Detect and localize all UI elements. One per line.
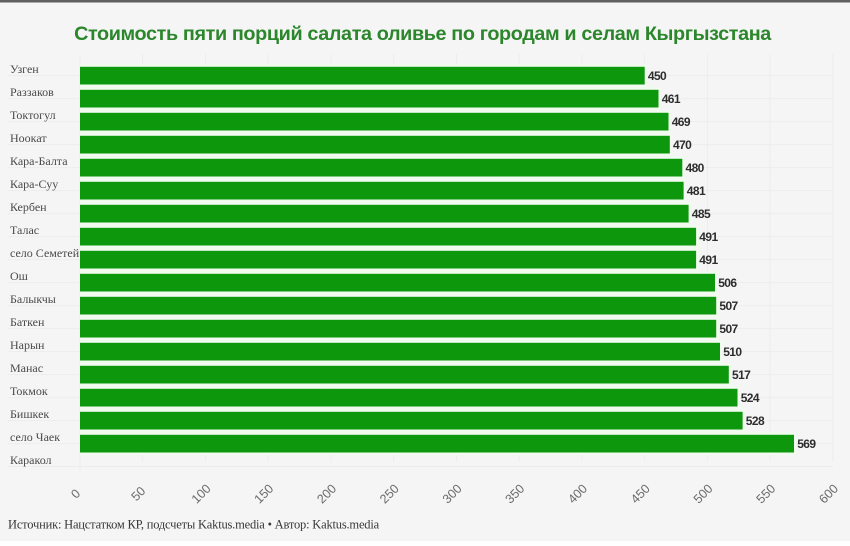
svg-text:524: 524 xyxy=(741,391,760,405)
svg-text:461: 461 xyxy=(662,92,681,106)
svg-text:481: 481 xyxy=(687,184,706,198)
svg-text:Узген: Узген xyxy=(10,62,39,76)
svg-text:491: 491 xyxy=(699,253,718,267)
svg-text:506: 506 xyxy=(718,276,737,290)
svg-text:село Чаек: село Чаек xyxy=(10,430,60,444)
svg-text:450: 450 xyxy=(648,69,667,83)
svg-text:Стоимость пяти порций салата о: Стоимость пяти порций салата оливье по г… xyxy=(74,23,772,45)
svg-text:485: 485 xyxy=(692,207,711,221)
svg-text:Кара-Балта: Кара-Балта xyxy=(10,154,68,168)
svg-text:Ноокат: Ноокат xyxy=(10,131,47,145)
svg-text:Токтогул: Токтогул xyxy=(10,108,56,122)
svg-text:Талас: Талас xyxy=(10,223,39,237)
svg-text:Источник: Нацстатком КР, подсч: Источник: Нацстатком КР, подсчеты Kaktus… xyxy=(8,518,380,532)
svg-text:528: 528 xyxy=(746,414,765,428)
svg-text:507: 507 xyxy=(719,322,738,336)
svg-text:470: 470 xyxy=(673,138,692,152)
svg-text:село Семетей: село Семетей xyxy=(10,246,80,260)
svg-text:491: 491 xyxy=(699,230,718,244)
svg-text:Балыкчы: Балыкчы xyxy=(10,292,56,306)
svg-text:510: 510 xyxy=(723,345,742,359)
svg-text:Ош: Ош xyxy=(10,269,29,283)
svg-text:469: 469 xyxy=(672,115,691,129)
svg-text:569: 569 xyxy=(797,437,816,451)
svg-text:Токмок: Токмок xyxy=(10,384,48,398)
svg-text:507: 507 xyxy=(719,299,738,313)
svg-text:Кербен: Кербен xyxy=(10,200,47,214)
svg-text:480: 480 xyxy=(686,161,705,175)
svg-text:Кара-Суу: Кара-Суу xyxy=(10,177,58,191)
svg-text:517: 517 xyxy=(732,368,751,382)
svg-text:Каракол: Каракол xyxy=(10,453,52,467)
svg-text:Нарын: Нарын xyxy=(10,338,45,352)
svg-text:Баткен: Баткен xyxy=(10,315,45,329)
svg-text:Раззаков: Раззаков xyxy=(10,85,54,99)
svg-text:Манас: Манас xyxy=(10,361,43,375)
svg-text:Бишкек: Бишкек xyxy=(10,407,49,421)
